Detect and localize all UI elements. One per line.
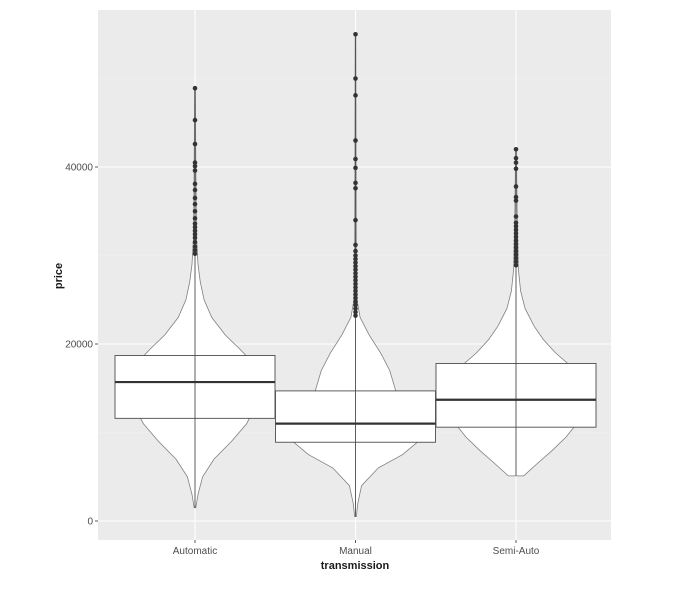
outlier-point: [192, 244, 198, 249]
outlier-point: [353, 306, 358, 311]
outlier-point: [353, 248, 358, 254]
outlier-point: [513, 223, 519, 229]
outlier-point: [353, 260, 358, 265]
x-axis: Automatic Manual Semi-Auto: [173, 540, 540, 557]
outlier-point: [192, 239, 198, 245]
outlier-point: [353, 292, 358, 297]
outlier-point: [353, 313, 358, 318]
outlier-point: [353, 242, 358, 248]
outlier-point: [353, 256, 358, 262]
x-tick-label-automatic: Automatic: [173, 546, 217, 557]
outlier-point: [192, 201, 198, 207]
outlier-point: [353, 253, 358, 258]
outlier-point: [353, 185, 358, 191]
outlier-point: [353, 295, 358, 301]
outlier-point: [192, 141, 198, 147]
outlier-point: [353, 156, 358, 162]
outlier-point: [513, 194, 519, 200]
outlier-point: [353, 180, 358, 186]
outlier-point: [513, 241, 519, 247]
box-layer: [114, 355, 597, 443]
outlier-point: [353, 263, 358, 269]
outlier-point: [513, 166, 519, 172]
outlier-point: [513, 234, 519, 240]
outlier-point: [353, 165, 358, 171]
outlier-point: [513, 245, 519, 250]
y-tick-label: 20000: [65, 340, 93, 351]
outlier-point: [192, 251, 198, 257]
outlier-point: [513, 198, 519, 203]
outlier-point: [353, 285, 358, 290]
outlier-point: [192, 187, 198, 193]
outlier-point: [513, 255, 519, 261]
x-tick-label-semi-auto: Semi-Auto: [493, 546, 540, 557]
outlier-point: [513, 214, 519, 219]
outlier-point: [192, 231, 198, 237]
outlier-point: [192, 195, 198, 201]
outlier-point: [192, 181, 198, 187]
outlier-point: [353, 93, 358, 98]
outlier-point: [192, 160, 198, 165]
outlier-point: [513, 220, 519, 226]
outlier-point: [353, 309, 358, 315]
x-tick-label-manual: Manual: [339, 546, 372, 557]
outlier-point: [353, 274, 358, 280]
outlier-point: [353, 288, 358, 294]
outlier-point: [353, 76, 358, 81]
outlier-point: [192, 85, 198, 91]
outlier-point: [513, 259, 519, 264]
outlier-point: [192, 117, 198, 123]
outlier-point: [513, 147, 519, 152]
outlier-point: [192, 221, 198, 226]
outlier-points: [192, 31, 519, 318]
outlier-point: [192, 224, 198, 230]
y-axis-title: price: [53, 263, 65, 289]
outlier-point: [513, 252, 519, 257]
outlier-point: [513, 238, 519, 243]
outlier-point: [513, 262, 519, 268]
outlier-point: [513, 231, 519, 236]
y-tick-label: 0: [87, 517, 93, 528]
outlier-point: [353, 267, 358, 272]
outlier-point: [513, 184, 519, 189]
outlier-point: [353, 302, 358, 308]
outlier-point: [192, 168, 198, 173]
outlier-point: [192, 163, 198, 169]
outlier-point: [353, 299, 358, 304]
x-axis-title: transmission: [321, 560, 390, 572]
y-axis: 0 20000 40000: [65, 163, 98, 528]
outlier-point: [353, 277, 358, 283]
outlier-point: [353, 281, 358, 287]
outlier-point: [353, 217, 358, 223]
outlier-point: [192, 228, 198, 234]
outlier-point: [353, 31, 358, 37]
outlier-point: [513, 227, 519, 233]
y-tick-label: 40000: [65, 163, 93, 174]
outlier-point: [513, 160, 519, 165]
outlier-point: [513, 248, 519, 254]
outlier-point: [192, 216, 198, 221]
outlier-point: [192, 208, 198, 214]
outlier-point: [192, 247, 198, 253]
outlier-point: [353, 138, 358, 143]
outlier-point: [353, 270, 358, 276]
outlier-point: [513, 155, 519, 161]
outlier-point: [192, 235, 198, 241]
